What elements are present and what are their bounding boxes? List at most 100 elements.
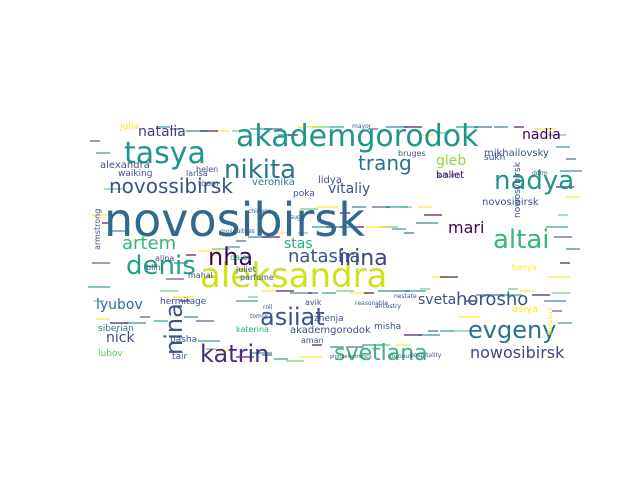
word-cloud-word: pasha <box>170 335 197 345</box>
small-word-mark <box>352 206 366 208</box>
small-word-mark <box>104 188 122 190</box>
word-cloud-word: nestate <box>394 293 417 300</box>
word-cloud-word: katerina <box>236 325 269 334</box>
word-cloud-word: lubov <box>98 349 123 359</box>
small-word-mark <box>386 126 408 128</box>
word-cloud-word: lidya <box>318 175 342 186</box>
word-cloud-word: nadya <box>494 166 574 196</box>
small-word-mark <box>556 146 570 148</box>
small-word-mark <box>250 352 272 354</box>
word-cloud-word: svetlana <box>334 341 428 366</box>
word-cloud-word: stas <box>284 236 313 252</box>
small-word-mark <box>112 230 126 232</box>
word-cloud-word: irina <box>339 246 388 271</box>
word-cloud-word: tasya <box>124 136 206 171</box>
word-cloud-word: asiiat <box>260 303 325 331</box>
small-word-mark <box>508 288 518 290</box>
small-word-mark <box>316 206 338 208</box>
small-word-mark <box>250 128 272 130</box>
small-word-mark <box>340 212 350 214</box>
small-word-mark <box>90 140 100 142</box>
small-word-mark <box>552 292 570 294</box>
word-cloud-word: waiking <box>118 169 153 179</box>
small-word-mark <box>274 358 288 360</box>
word-cloud-word: nadia <box>522 127 561 143</box>
small-word-mark <box>494 126 508 128</box>
word-cloud-word: durious <box>390 353 412 360</box>
small-word-mark <box>312 344 322 346</box>
word-cloud-word: ancestry <box>375 303 401 310</box>
small-word-mark <box>546 226 568 228</box>
small-word-mark <box>500 294 522 296</box>
small-word-mark <box>140 316 150 318</box>
small-word-mark <box>566 248 580 250</box>
small-word-mark <box>544 300 566 302</box>
word-cloud-word: novosibirsk <box>482 197 539 208</box>
small-word-mark <box>262 354 272 356</box>
word-cloud-word: blini <box>146 263 163 272</box>
word-cloud-word: nowosybirsk <box>513 161 523 218</box>
small-word-mark <box>172 296 194 298</box>
word-cloud-word: literature <box>547 307 554 335</box>
word-cloud-word: parfume <box>240 273 274 282</box>
small-word-mark <box>276 290 294 292</box>
small-word-mark <box>418 334 440 336</box>
small-word-mark <box>452 330 470 332</box>
word-cloud-word: ballet <box>436 170 464 181</box>
small-word-mark <box>88 286 110 288</box>
word-cloud-word: autumn <box>437 172 460 179</box>
small-word-mark <box>560 170 582 172</box>
small-word-mark <box>166 278 184 280</box>
small-word-mark <box>346 346 364 348</box>
word-cloud-word: larisa <box>186 169 208 178</box>
small-word-mark <box>440 132 450 134</box>
word-cloud-word: vitaliy <box>328 181 370 197</box>
small-word-mark <box>236 300 258 302</box>
word-cloud-word: julia <box>119 122 139 132</box>
small-word-mark <box>404 126 422 128</box>
small-word-mark <box>290 292 312 294</box>
small-word-mark <box>392 290 410 292</box>
small-word-mark <box>548 276 570 278</box>
word-cloud-background <box>80 120 580 370</box>
word-cloud-word: siberian <box>98 324 134 334</box>
word-cloud-word: gleb <box>436 153 466 169</box>
word-cloud-small-words <box>88 126 582 362</box>
small-word-mark <box>364 292 374 294</box>
small-word-mark <box>110 322 128 324</box>
word-cloud-word: nowosibirsk <box>470 343 565 362</box>
word-cloud-word: mayor <box>352 123 372 130</box>
word-cloud-word: alina <box>155 254 174 263</box>
small-word-mark <box>466 300 476 302</box>
small-word-mark <box>206 348 216 350</box>
small-word-mark <box>312 126 330 128</box>
word-cloud-word: sveta <box>418 292 456 308</box>
small-word-mark <box>560 262 570 264</box>
word-cloud-word: novosibirsk <box>104 193 365 247</box>
small-word-mark <box>474 126 492 128</box>
small-word-mark <box>180 300 190 302</box>
word-cloud-word: nha <box>208 243 253 271</box>
small-word-mark <box>216 130 230 132</box>
small-word-mark <box>286 360 304 362</box>
word-cloud-word: akademgorodok <box>290 325 371 336</box>
word-cloud-word: armstrong <box>93 209 102 250</box>
word-cloud-word: photoelectronics <box>330 354 372 360</box>
small-word-mark <box>92 214 114 216</box>
small-word-mark <box>386 206 408 208</box>
small-word-mark <box>552 310 562 312</box>
small-word-mark <box>558 322 572 324</box>
small-word-mark <box>198 340 220 342</box>
small-word-mark <box>354 226 364 228</box>
word-cloud-word: dorm <box>532 170 548 177</box>
word-cloud-word: nina <box>160 303 188 355</box>
word-cloud-word: veronika <box>252 177 295 188</box>
small-word-mark <box>298 232 308 234</box>
small-word-mark <box>322 292 336 294</box>
small-word-mark <box>96 318 110 320</box>
small-word-mark <box>196 320 214 322</box>
small-word-mark <box>520 290 534 292</box>
word-cloud-word: horosho <box>456 289 528 310</box>
small-word-mark <box>336 290 354 292</box>
